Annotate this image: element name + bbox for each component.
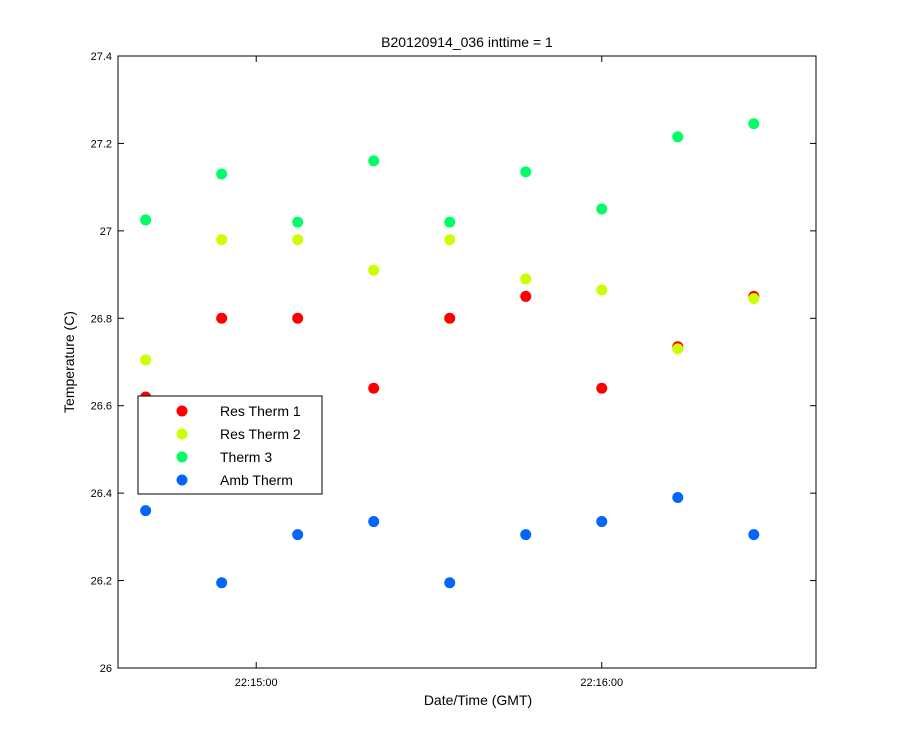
point-amb-therm	[216, 577, 228, 589]
point-res-therm-2	[444, 234, 456, 246]
legend-label-res-therm-1: Res Therm 1	[220, 403, 301, 419]
point-res-therm-1	[292, 312, 304, 324]
legend-marker-amb-therm	[176, 474, 188, 486]
point-res-therm-2	[292, 234, 304, 246]
point-amb-therm	[368, 516, 380, 528]
legend-marker-res-therm-1	[176, 405, 188, 417]
y-tick-label: 26.4	[91, 488, 112, 500]
legend: Res Therm 1 Res Therm 2 Therm 3 Amb Therm	[137, 395, 323, 495]
y-tick-label: 26.2	[91, 576, 112, 588]
point-therm-3	[368, 155, 380, 167]
point-res-therm-2	[140, 354, 152, 366]
point-amb-therm	[596, 516, 608, 528]
point-res-therm-2	[216, 234, 228, 246]
x-axis-label: Date/Time (GMT)	[424, 692, 532, 708]
legend-marker-res-therm-2	[176, 428, 188, 440]
point-res-therm-1	[596, 382, 608, 394]
point-therm-3	[520, 166, 532, 178]
x-tick-label: 22:16:00	[580, 677, 623, 689]
point-therm-3	[292, 216, 304, 228]
plot-area	[117, 55, 817, 669]
point-therm-3	[672, 131, 684, 143]
y-axis-label: Temperature (C)	[61, 311, 77, 413]
point-therm-3	[748, 118, 760, 130]
legend-label-res-therm-2: Res Therm 2	[220, 426, 301, 442]
point-amb-therm	[672, 492, 684, 504]
point-amb-therm	[748, 529, 760, 541]
legend-label-therm-3: Therm 3	[220, 449, 272, 465]
y-tick-label: 27.4	[91, 51, 112, 63]
point-amb-therm	[140, 505, 152, 517]
point-res-therm-1	[216, 312, 228, 324]
point-res-therm-1	[368, 382, 380, 394]
point-amb-therm	[444, 577, 456, 589]
y-axis-ticks: 26 26.2 26.4 26.6 26.8 27 27.2 27.4	[91, 51, 816, 675]
point-res-therm-1	[444, 312, 456, 324]
point-amb-therm	[292, 529, 304, 541]
point-res-therm-2	[520, 273, 532, 285]
point-res-therm-2	[672, 343, 684, 355]
y-tick-label: 26.6	[91, 401, 112, 413]
legend-marker-therm-3	[176, 451, 188, 463]
y-tick-label: 27.2	[91, 138, 112, 150]
point-therm-3	[444, 216, 456, 228]
legend-box	[137, 395, 323, 495]
point-res-therm-2	[596, 284, 608, 296]
x-axis-ticks: 22:15:00 22:16:00	[235, 56, 623, 689]
point-therm-3	[140, 214, 152, 226]
y-tick-label: 27	[100, 226, 112, 238]
y-tick-label: 26	[100, 663, 112, 675]
point-therm-3	[216, 168, 228, 180]
point-therm-3	[596, 203, 608, 215]
point-amb-therm	[520, 529, 532, 541]
legend-label-amb-therm: Amb Therm	[220, 472, 293, 488]
x-tick-label: 22:15:00	[235, 677, 278, 689]
point-res-therm-2	[368, 264, 380, 276]
chart-title: B20120914_036 inttime = 1	[381, 34, 553, 50]
point-res-therm-2	[748, 293, 760, 305]
y-tick-label: 26.8	[91, 313, 112, 325]
point-res-therm-1	[520, 290, 532, 302]
